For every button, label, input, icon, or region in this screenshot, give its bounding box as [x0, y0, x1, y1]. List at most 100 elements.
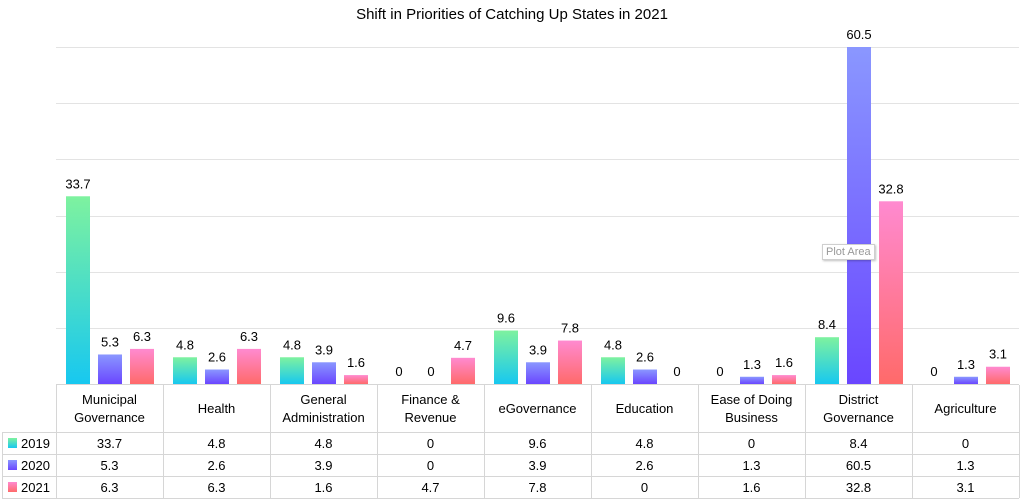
bar — [558, 340, 582, 384]
bar — [879, 201, 903, 384]
category-label: Municipal — [82, 392, 137, 407]
category-label: Governance — [823, 410, 894, 425]
bar — [66, 196, 90, 384]
table-cell: 3.9 — [314, 458, 332, 473]
data-label: 2.6 — [208, 350, 226, 365]
table-cell: 1.6 — [314, 480, 332, 495]
data-label: 0 — [395, 364, 402, 379]
bar — [451, 357, 475, 384]
bar — [205, 369, 229, 384]
bar — [526, 362, 550, 384]
table-cell: 2.6 — [635, 458, 653, 473]
table-cell: 33.7 — [97, 436, 122, 451]
table-cell: 3.9 — [528, 458, 546, 473]
table-cell: 4.8 — [635, 436, 653, 451]
category-label: District — [839, 392, 879, 407]
data-label: 3.9 — [529, 342, 547, 357]
data-label: 4.7 — [454, 338, 472, 353]
table-cell: 1.3 — [742, 458, 760, 473]
plot-area-tooltip: Plot Area — [822, 244, 875, 260]
data-label: 6.3 — [240, 329, 258, 344]
data-label: 3.9 — [315, 342, 333, 357]
legend-key-2020 — [8, 460, 17, 470]
data-label: 9.6 — [497, 311, 515, 326]
legend-key-2019 — [8, 438, 17, 448]
bar — [312, 362, 336, 384]
table-cell: 32.8 — [846, 480, 871, 495]
data-label: 4.8 — [176, 337, 194, 352]
legend-key-2021 — [8, 482, 17, 492]
data-label: 6.3 — [133, 329, 151, 344]
data-label: 1.6 — [775, 355, 793, 370]
data-label: 4.8 — [283, 337, 301, 352]
data-table: Municipal Governance Health General Administ… — [2, 384, 1020, 499]
table-cell: 8.4 — [849, 436, 867, 451]
data-labels: 33.7 5.3 6.3 4.8 2.6 6.3 4.8 3.9 1.6 0 0 4.7 9.6 3.9 7… — [65, 27, 1007, 379]
category-label: Agriculture — [934, 401, 996, 416]
bar — [494, 330, 518, 384]
data-label: 0 — [673, 364, 680, 379]
category-label: General — [300, 392, 346, 407]
table-cell: 60.5 — [846, 458, 871, 473]
data-label: 0 — [930, 364, 937, 379]
category-label: Ease of Doing — [711, 392, 793, 407]
series-name: 2020 — [21, 458, 50, 473]
table-cell: 0 — [748, 436, 755, 451]
category-label: Business — [725, 410, 778, 425]
table-cell: 0 — [427, 436, 434, 451]
data-label: 1.6 — [347, 355, 365, 370]
bar — [280, 357, 304, 384]
table-cell: 9.6 — [528, 436, 546, 451]
data-label: 0 — [427, 364, 434, 379]
bar — [98, 354, 122, 384]
category-label: Finance & — [401, 392, 460, 407]
category-label: Education — [616, 401, 674, 416]
category-label: Health — [198, 401, 236, 416]
bar — [986, 366, 1010, 384]
table-cell: 0 — [962, 436, 969, 451]
bar — [847, 47, 871, 384]
data-label: 0 — [716, 364, 723, 379]
category-label: eGovernance — [498, 401, 576, 416]
bar — [237, 348, 261, 384]
table-cell: 4.7 — [421, 480, 439, 495]
category-label: Revenue — [404, 410, 456, 425]
category-label: Governance — [74, 410, 145, 425]
bar — [633, 369, 657, 384]
data-label: 1.3 — [743, 357, 761, 372]
table-cell: 4.8 — [314, 436, 332, 451]
table-cell: 6.3 — [100, 480, 118, 495]
data-label: 32.8 — [878, 181, 903, 196]
table-cell: 6.3 — [207, 480, 225, 495]
data-label: 5.3 — [101, 334, 119, 349]
table-cell: 4.8 — [207, 436, 225, 451]
table-cell: 1.6 — [742, 480, 760, 495]
bars — [66, 47, 1010, 384]
data-label: 3.1 — [989, 347, 1007, 362]
series-name: 2019 — [21, 436, 50, 451]
bar — [173, 357, 197, 384]
bar — [601, 357, 625, 384]
bar — [815, 337, 839, 384]
chart-title: Shift in Priorities of Catching Up State… — [356, 6, 668, 23]
table-cell: 1.3 — [956, 458, 974, 473]
bar — [954, 376, 978, 384]
bar — [740, 376, 764, 384]
table-cell: 2.6 — [207, 458, 225, 473]
table-cell: 3.1 — [956, 480, 974, 495]
table-cell: 7.8 — [528, 480, 546, 495]
gridlines — [56, 47, 1019, 385]
data-label: 4.8 — [604, 337, 622, 352]
bar — [344, 375, 368, 384]
table-cell: 5.3 — [100, 458, 118, 473]
data-label: 2.6 — [636, 350, 654, 365]
category-label: Administration — [282, 410, 364, 425]
data-label: 60.5 — [846, 27, 871, 42]
data-label: 1.3 — [957, 357, 975, 372]
bar — [772, 375, 796, 384]
table-cell: 0 — [427, 458, 434, 473]
data-label: 7.8 — [561, 321, 579, 336]
bar — [130, 348, 154, 384]
data-label: 33.7 — [65, 176, 90, 191]
